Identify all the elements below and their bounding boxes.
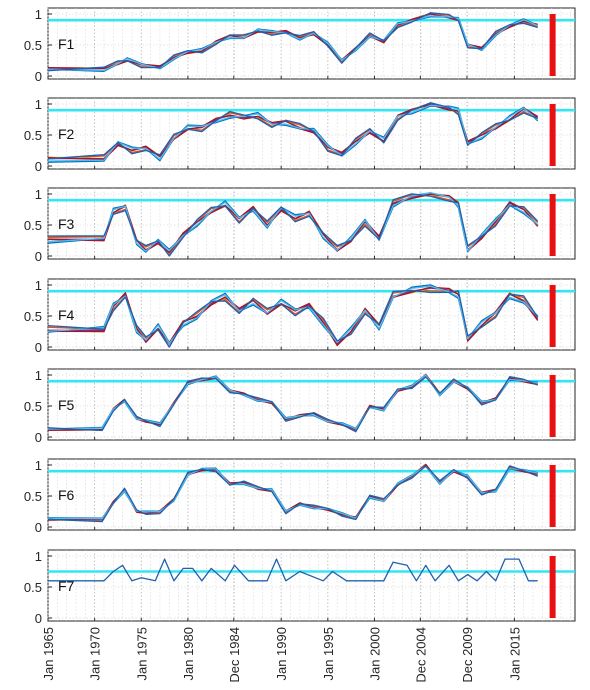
series-line-7 xyxy=(48,465,538,523)
panel-label: F3 xyxy=(58,216,75,232)
y-tick-label: 0 xyxy=(35,69,42,84)
series-line-6 xyxy=(48,104,539,162)
marker-bar xyxy=(549,14,556,76)
x-tick-label: Dec 2004 xyxy=(413,627,428,683)
marker-bar xyxy=(549,194,556,256)
panel-label: F6 xyxy=(58,487,75,503)
x-tick-label: Dec 1984 xyxy=(227,627,242,683)
y-tick-label: 0.5 xyxy=(24,218,42,233)
series-line-7 xyxy=(48,289,539,348)
panel-label: F1 xyxy=(58,36,75,52)
y-tick-label: 1 xyxy=(35,97,42,112)
y-tick-label: 0.5 xyxy=(24,309,42,324)
x-tick-label: Jan 1975 xyxy=(134,627,149,681)
y-tick-label: 0 xyxy=(35,159,42,174)
panel-f7: 0 0.5 1 F7 xyxy=(24,549,576,626)
y-tick-label: 0.5 xyxy=(24,580,42,595)
panel-label: F7 xyxy=(58,578,75,594)
marker-bar xyxy=(549,375,556,437)
x-tick-label: Jan 1995 xyxy=(321,627,336,681)
marker-bar xyxy=(549,465,556,527)
series-line-6 xyxy=(48,15,538,72)
y-tick-label: 1 xyxy=(35,187,42,202)
y-tick-label: 0 xyxy=(35,611,42,626)
panel-f2: 0 0.5 1 F2 xyxy=(24,97,576,174)
panel-f3: 0 0.5 1 F3 xyxy=(24,187,576,264)
y-tick-label: 0.5 xyxy=(24,38,42,53)
series-line-1 xyxy=(48,558,538,582)
panel-label: F5 xyxy=(58,397,75,413)
panel-f6: 0 0.5 1 F6 xyxy=(24,458,576,535)
marker-bar xyxy=(549,104,556,166)
y-tick-label: 0 xyxy=(35,430,42,445)
y-tick-label: 0 xyxy=(35,340,42,355)
panel-f5: 0 0.5 1 F5 xyxy=(24,368,576,445)
marker-bar xyxy=(549,556,556,618)
y-tick-label: 0.5 xyxy=(24,399,42,414)
x-tick-label: Jan 1970 xyxy=(88,627,103,681)
series-line-7 xyxy=(48,193,539,257)
x-tick-label: Dec 2009 xyxy=(460,627,475,683)
series-line-6 xyxy=(48,192,539,252)
y-tick-label: 1 xyxy=(35,7,42,22)
x-tick-label: Jan 1980 xyxy=(181,627,196,681)
y-tick-label: 1 xyxy=(35,368,42,383)
y-tick-label: 0.5 xyxy=(24,489,42,504)
panel-label: F4 xyxy=(58,307,75,323)
panel-label: F2 xyxy=(58,126,75,142)
y-tick-label: 1 xyxy=(35,278,42,293)
series-line-7 xyxy=(48,376,538,433)
x-tick-label: Jan 1965 xyxy=(41,627,56,681)
y-tick-label: 0 xyxy=(35,249,42,264)
marker-bar xyxy=(549,285,556,347)
x-tick-label: Jan 1990 xyxy=(274,627,289,681)
series-line-7 xyxy=(48,12,538,72)
axes-frame xyxy=(47,549,576,622)
x-tick-label: Jan 2000 xyxy=(367,627,382,681)
x-tick-label: Jan 2015 xyxy=(507,627,522,681)
series-line-7 xyxy=(48,102,538,160)
y-tick-label: 1 xyxy=(35,549,42,564)
y-tick-label: 1 xyxy=(35,458,42,473)
panel-f1: 0 0.5 1 F1 xyxy=(24,7,576,84)
panel-f4: 0 0.5 1 F4 xyxy=(24,278,576,355)
y-tick-label: 0 xyxy=(35,520,42,535)
y-tick-label: 0.5 xyxy=(24,128,42,143)
